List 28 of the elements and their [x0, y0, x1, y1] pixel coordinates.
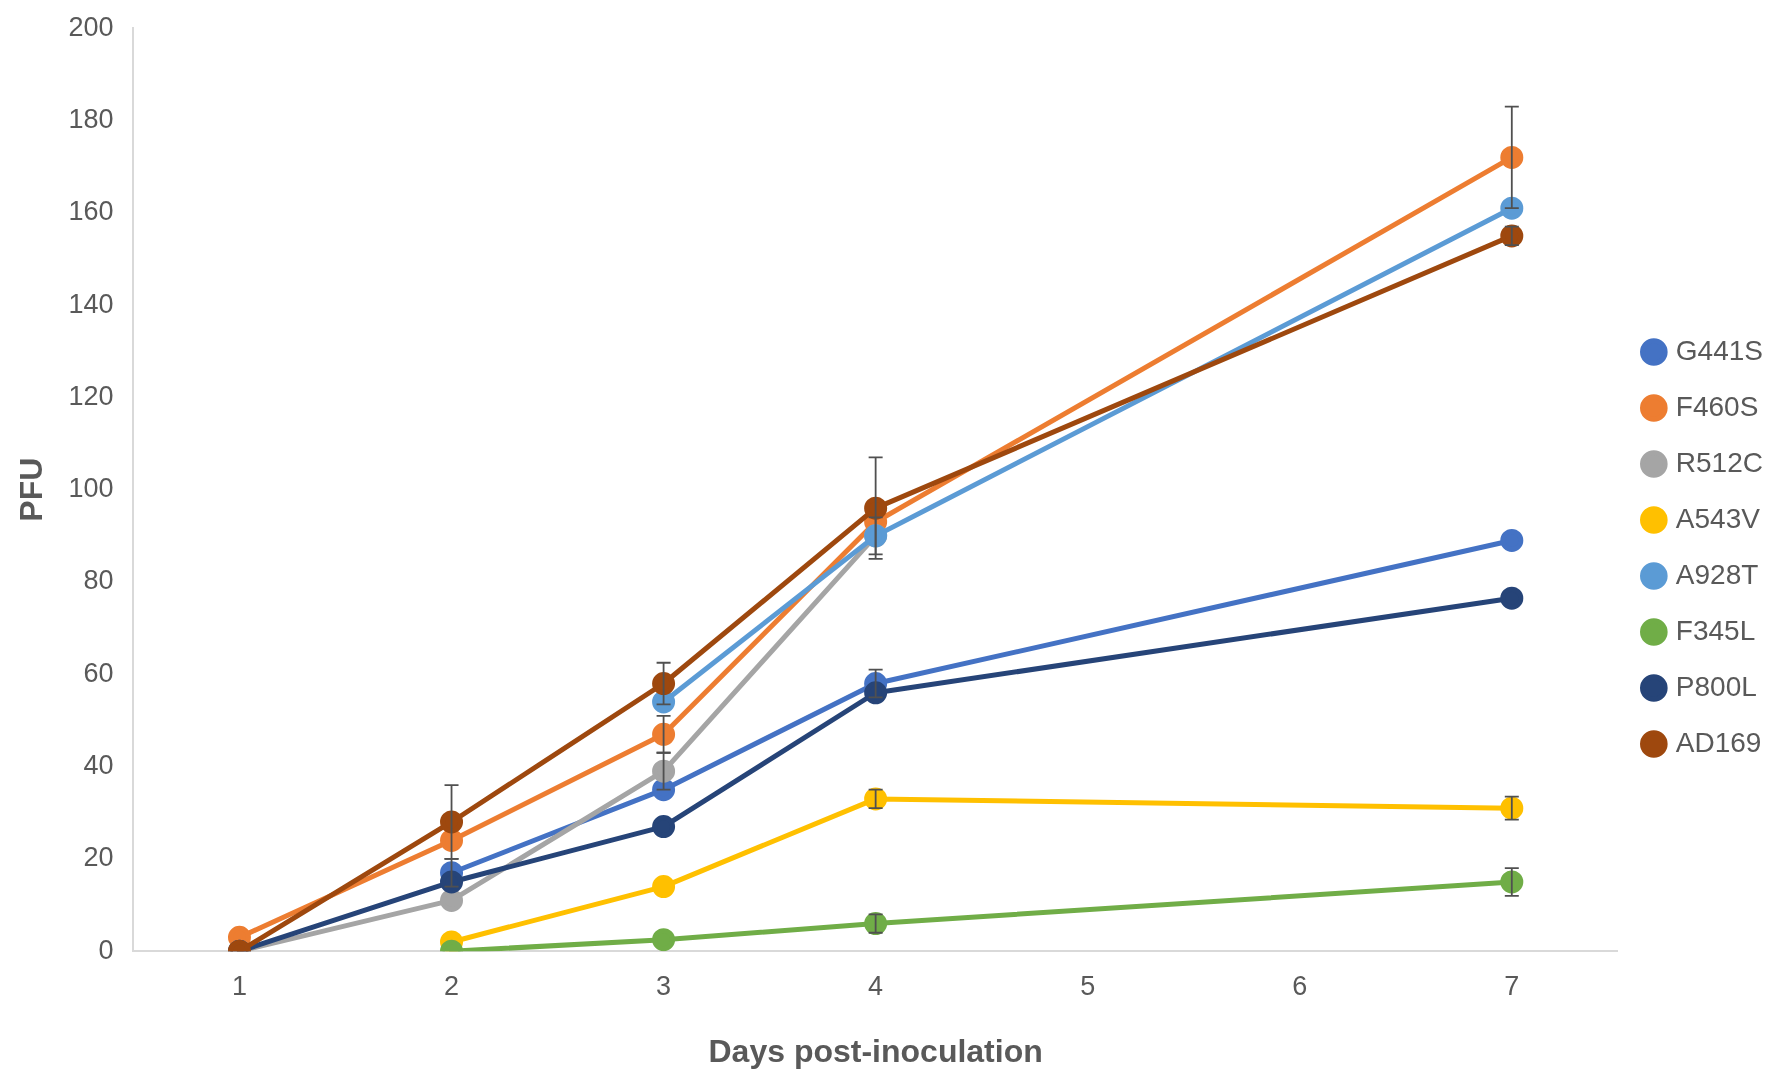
- x-tick-label: 4: [868, 970, 884, 1001]
- legend-label: F345L: [1675, 614, 1756, 646]
- x-tick-label: 1: [231, 970, 247, 1001]
- y-tick-label: 40: [83, 750, 114, 781]
- y-tick-label: 60: [83, 657, 114, 688]
- x-tick-label: 7: [1504, 970, 1520, 1001]
- x-tick-label: 3: [656, 970, 672, 1001]
- legend-label: AD169: [1675, 726, 1762, 758]
- legend-label: F460S: [1675, 390, 1759, 422]
- y-tick-label: 20: [83, 842, 114, 873]
- x-tick-label: 2: [444, 970, 460, 1001]
- y-tick-label: 100: [68, 473, 114, 504]
- legend-label: P800L: [1675, 670, 1757, 702]
- x-tick-label: 6: [1292, 970, 1308, 1001]
- x-tick-label: 5: [1080, 970, 1096, 1001]
- legend-label: A543V: [1675, 502, 1761, 534]
- y-tick-label: 0: [98, 934, 114, 965]
- legend-label: G441S: [1675, 334, 1763, 366]
- y-tick-label: 160: [68, 196, 114, 227]
- x-axis-title: Days post-inoculation: [708, 1032, 1043, 1069]
- legend-label: R512C: [1675, 446, 1763, 478]
- legend-label: A928T: [1675, 558, 1759, 590]
- y-tick-label: 140: [68, 288, 114, 319]
- y-axis-title: PFU: [13, 457, 50, 522]
- y-tick-label: 200: [68, 11, 114, 42]
- y-tick-label: 80: [83, 565, 114, 596]
- y-tick-label: 180: [68, 103, 114, 134]
- y-tick-label: 120: [68, 380, 114, 411]
